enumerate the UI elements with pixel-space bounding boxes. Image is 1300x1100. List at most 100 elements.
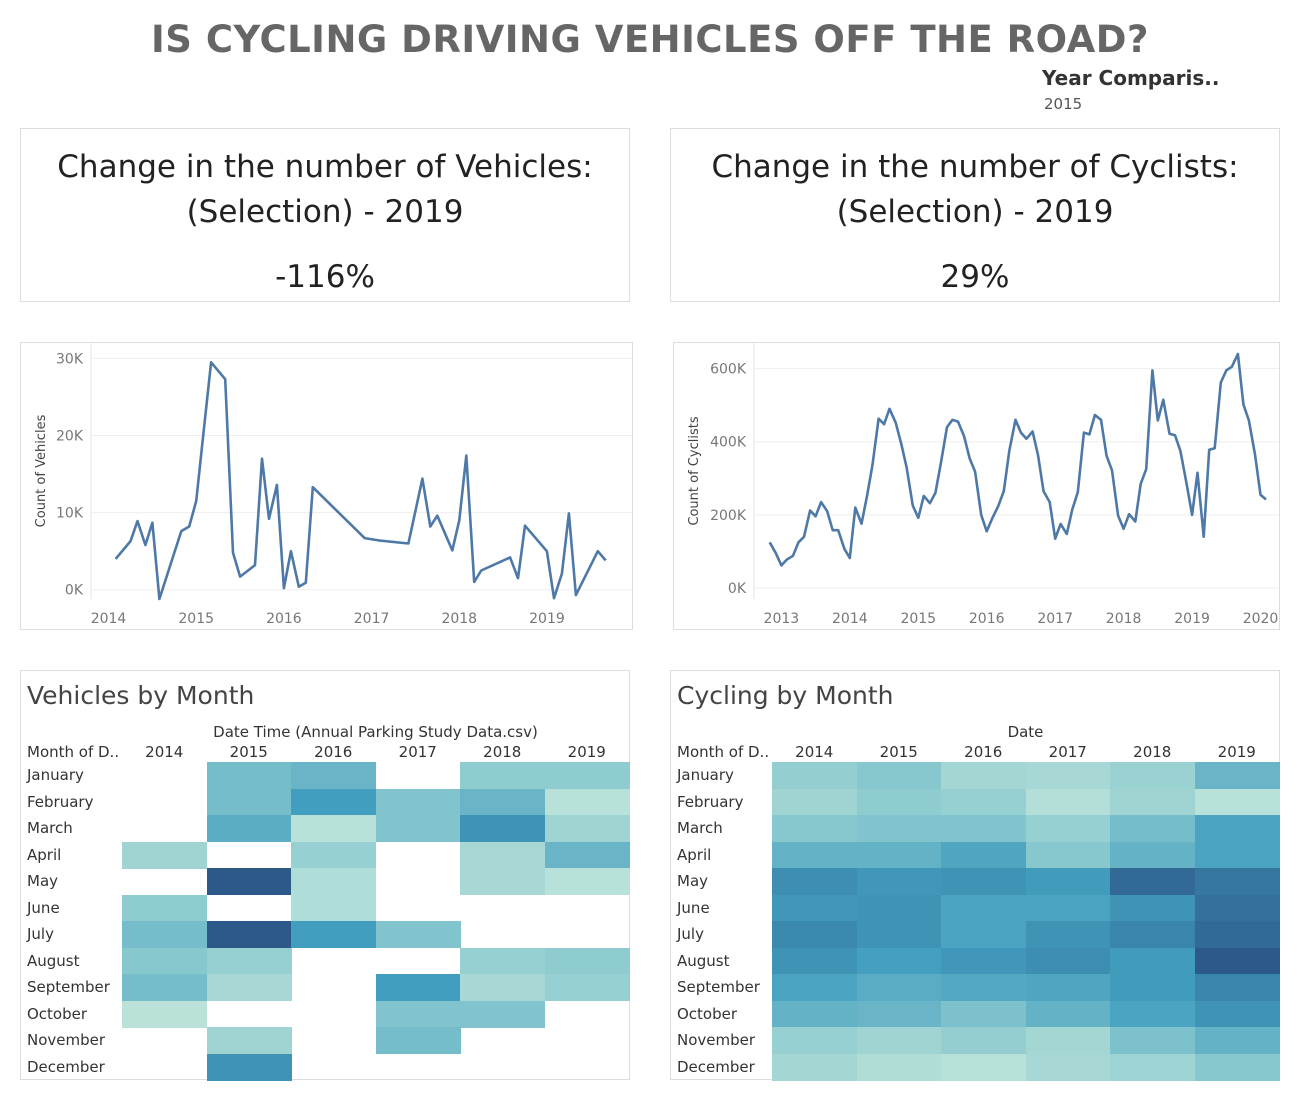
cyclists-data-point[interactable] xyxy=(1041,488,1047,494)
cycling-heatmap-heat-cell[interactable] xyxy=(1110,947,1195,975)
cyclists-data-point[interactable] xyxy=(1258,492,1264,498)
vehicles-heatmap-heat-cell[interactable] xyxy=(291,788,376,816)
cyclists-data-point[interactable] xyxy=(1121,526,1127,532)
vehicles-data-point[interactable] xyxy=(178,528,184,534)
vehicles-heatmap-heat-cell[interactable] xyxy=(544,974,630,1001)
cycling-heatmap-heat-cell[interactable] xyxy=(1025,1027,1111,1054)
cyclists-data-point[interactable] xyxy=(972,469,978,475)
cyclists-data-point[interactable] xyxy=(1201,534,1207,540)
vehicles-data-point[interactable] xyxy=(427,524,433,530)
cycling-heatmap-heat-cell[interactable] xyxy=(772,1053,857,1081)
cycling-heatmap-heat-cell[interactable] xyxy=(1194,868,1280,895)
vehicles-data-point[interactable] xyxy=(603,557,609,563)
cyclists-data-point[interactable] xyxy=(813,513,819,519)
cyclists-data-point[interactable] xyxy=(1012,417,1018,423)
vehicles-data-point[interactable] xyxy=(149,520,155,526)
cyclists-data-point[interactable] xyxy=(864,494,870,500)
cycling-heatmap-heat-cell[interactable] xyxy=(1110,1000,1195,1028)
vehicles-heatmap-heat-cell[interactable] xyxy=(206,921,292,948)
vehicles-heatmap-heat-cell[interactable] xyxy=(291,921,376,948)
cyclists-data-point[interactable] xyxy=(801,534,807,540)
cycling-heatmap-heat-cell[interactable] xyxy=(856,841,942,869)
cyclists-data-point[interactable] xyxy=(784,557,790,563)
cyclists-data-point[interactable] xyxy=(778,562,784,568)
cycling-heatmap-heat-cell[interactable] xyxy=(1194,815,1280,842)
vehicles-data-point[interactable] xyxy=(127,538,133,544)
vehicles-data-point[interactable] xyxy=(296,584,302,590)
cyclists-data-point[interactable] xyxy=(932,490,938,496)
vehicles-data-point[interactable] xyxy=(362,535,368,541)
vehicles-heatmap-heat-cell[interactable] xyxy=(460,815,545,842)
vehicles-data-point[interactable] xyxy=(515,575,521,581)
cyclists-data-point[interactable] xyxy=(887,406,893,412)
cycling-heatmap-heat-cell[interactable] xyxy=(941,921,1026,948)
cycling-heatmap-heat-cell[interactable] xyxy=(856,868,942,895)
cycling-heatmap-heat-cell[interactable] xyxy=(772,974,857,1001)
cyclists-data-point[interactable] xyxy=(1064,531,1070,537)
cyclists-data-point[interactable] xyxy=(1184,481,1190,487)
vehicles-heatmap-heat-cell[interactable] xyxy=(375,815,461,842)
vehicles-heatmap-heat-cell[interactable] xyxy=(291,894,376,922)
cyclists-data-point[interactable] xyxy=(944,424,950,430)
cycling-heatmap-heat-cell[interactable] xyxy=(772,815,857,842)
cyclists-data-point[interactable] xyxy=(1177,448,1183,454)
cyclists-data-point[interactable] xyxy=(1206,447,1212,453)
cyclists-data-point[interactable] xyxy=(795,539,801,545)
cycling-heatmap-heat-cell[interactable] xyxy=(772,947,857,975)
cyclists-data-point[interactable] xyxy=(995,503,1001,509)
cyclists-data-point[interactable] xyxy=(910,503,916,509)
cyclists-data-point[interactable] xyxy=(1098,417,1104,423)
cycling-heatmap-heat-cell[interactable] xyxy=(1025,1053,1111,1081)
vehicles-data-point[interactable] xyxy=(200,433,206,439)
cyclists-data-point[interactable] xyxy=(1263,497,1269,503)
cyclists-line-chart[interactable]: 0K 200K 400K 600K 2013 2014 2015 2016 2017 2018 20… xyxy=(674,343,1279,629)
vehicles-data-point[interactable] xyxy=(573,592,579,598)
cyclists-data-point[interactable] xyxy=(1081,430,1087,436)
cycling-heatmap-heat-cell[interactable] xyxy=(941,947,1026,975)
cyclists-data-point[interactable] xyxy=(790,553,796,559)
cycling-heatmap-heat-cell[interactable] xyxy=(941,894,1026,922)
vehicles-heatmap-heat-cell[interactable] xyxy=(460,974,545,1001)
cyclists-data-point[interactable] xyxy=(898,441,904,447)
cycling-heatmap-heat-cell[interactable] xyxy=(1194,1027,1280,1054)
cycling-heatmap-heat-cell[interactable] xyxy=(941,841,1026,869)
cycling-heatmap-heat-cell[interactable] xyxy=(941,868,1026,895)
vehicles-series-line[interactable] xyxy=(114,361,607,601)
vehicles-data-point[interactable] xyxy=(230,550,236,556)
vehicles-heatmap-heat-cell[interactable] xyxy=(206,947,292,975)
cyclists-data-point[interactable] xyxy=(1246,418,1252,424)
cyclists-data-point[interactable] xyxy=(1126,511,1132,517)
cycling-heatmap-heat-cell[interactable] xyxy=(1194,1053,1280,1081)
cyclists-data-point[interactable] xyxy=(858,521,864,527)
vehicles-data-point[interactable] xyxy=(559,571,565,577)
vehicles-heatmap-heat-cell[interactable] xyxy=(122,894,207,922)
vehicles-heatmap-heat-cell[interactable] xyxy=(460,762,545,789)
cyclists-data-point[interactable] xyxy=(1229,364,1235,370)
cyclists-data-point[interactable] xyxy=(841,546,847,552)
cyclists-data-point[interactable] xyxy=(824,508,830,514)
cycling-heatmap-heat-cell[interactable] xyxy=(772,762,857,789)
cyclists-data-point[interactable] xyxy=(1252,452,1258,458)
vehicles-data-point[interactable] xyxy=(478,567,484,573)
cyclists-data-point[interactable] xyxy=(1075,489,1081,495)
vehicles-heatmap-heat-cell[interactable] xyxy=(460,947,545,975)
cyclists-data-point[interactable] xyxy=(807,507,813,513)
cyclists-data-point[interactable] xyxy=(773,550,779,556)
cyclists-data-point[interactable] xyxy=(767,539,773,545)
vehicles-data-point[interactable] xyxy=(566,510,572,516)
cycling-heatmap-heat-cell[interactable] xyxy=(772,841,857,869)
cycling-heatmap-heat-cell[interactable] xyxy=(1110,894,1195,922)
cycling-heatmap-heat-cell[interactable] xyxy=(856,894,942,922)
cyclists-data-point[interactable] xyxy=(938,460,944,466)
vehicles-data-point[interactable] xyxy=(456,517,462,523)
cyclists-data-point[interactable] xyxy=(876,416,882,422)
cycling-heatmap-heat-cell[interactable] xyxy=(941,762,1026,789)
cycling-heatmap-heat-cell[interactable] xyxy=(1025,894,1111,922)
vehicles-heatmap-heat-cell[interactable] xyxy=(460,1000,545,1028)
vehicles-heatmap-heat-cell[interactable] xyxy=(460,841,545,869)
cyclists-data-point[interactable] xyxy=(967,455,973,461)
cyclists-data-point[interactable] xyxy=(1212,445,1218,451)
cycling-heatmap-heat-cell[interactable] xyxy=(1194,788,1280,816)
cyclists-data-point[interactable] xyxy=(1155,418,1161,424)
cyclists-data-point[interactable] xyxy=(1069,506,1075,512)
